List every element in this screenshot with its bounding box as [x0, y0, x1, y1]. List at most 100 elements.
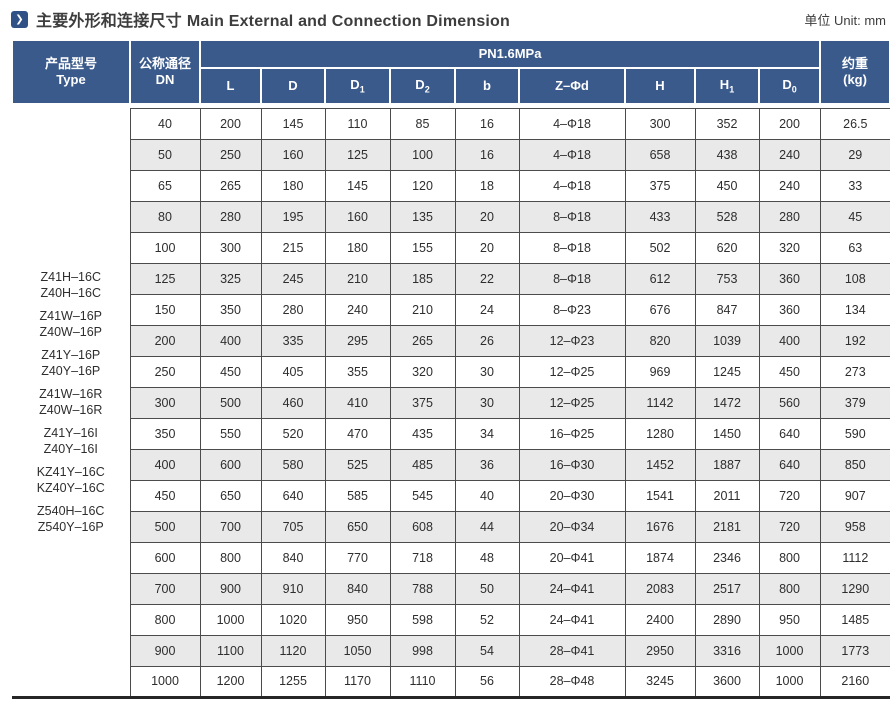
value-cell: 612 — [624, 262, 696, 295]
table-row: 250 450 405 355 320 30 12–Φ25 969 1245 450 273 — [12, 355, 891, 388]
dn-cell: 700 — [129, 572, 201, 605]
value-cell: 718 — [389, 541, 456, 574]
value-cell: 590 — [819, 417, 891, 450]
type-model-group: Z41W–16P Z40W–16P — [12, 308, 130, 340]
type-model: Z41H–16C — [40, 269, 101, 284]
value-cell: 820 — [624, 324, 696, 357]
value-cell: 1452 — [624, 448, 696, 481]
type-model-group: Z41W–16R Z40W–16R — [12, 386, 130, 418]
value-cell: 2181 — [694, 510, 760, 543]
value-cell: 1485 — [819, 603, 891, 636]
value-cell: 8–Φ18 — [518, 231, 626, 264]
dn-cell: 40 — [129, 107, 201, 140]
table-row: Z41H–16C Z40H–16C Z41W–16P Z40W–16P Z41Y–16P… — [12, 107, 891, 697]
dn-cell: 80 — [129, 200, 201, 233]
value-cell: 650 — [199, 479, 262, 512]
value-cell: 265 — [199, 169, 262, 202]
col-header-weight-en: (kg) — [843, 72, 867, 87]
value-cell: 360 — [758, 293, 821, 326]
value-cell: 50 — [454, 572, 520, 605]
dn-cell: 125 — [129, 262, 201, 295]
value-cell: 8–Φ23 — [518, 293, 626, 326]
header-spacer-cell — [12, 104, 891, 108]
value-cell: 608 — [389, 510, 456, 543]
value-cell: 502 — [624, 231, 696, 264]
type-model: Z40Y–16P — [41, 363, 101, 378]
page-title-zh: 主要外形和连接尺寸 — [36, 13, 182, 30]
type-model: Z40H–16C — [40, 285, 101, 300]
value-cell: 1280 — [624, 417, 696, 450]
header-row-2: L D D1 D2 b Z–Φd H H1 D0 — [12, 67, 890, 105]
type-models-cell: Z41H–16C Z40H–16C Z41W–16P Z40W–16P Z41Y–16P… — [12, 108, 130, 697]
value-cell: 1039 — [694, 324, 760, 357]
dn-cell: 1000 — [129, 665, 201, 698]
value-cell: 528 — [694, 200, 760, 233]
value-cell: 16 — [454, 107, 520, 140]
value-cell: 400 — [758, 324, 821, 357]
type-model: Z40W–16R — [39, 402, 103, 417]
value-cell: 958 — [819, 510, 891, 543]
type-model: Z41Y–16P — [41, 347, 101, 362]
value-cell: 676 — [624, 293, 696, 326]
value-cell: 850 — [819, 448, 891, 481]
value-cell: 48 — [454, 541, 520, 574]
value-cell: 280 — [199, 200, 262, 233]
value-cell: 640 — [758, 448, 821, 481]
unit-label: 单位 Unit: mm — [804, 12, 886, 28]
value-cell: 2011 — [694, 479, 760, 512]
value-cell: 1290 — [819, 572, 891, 605]
col-header-b: b — [454, 67, 520, 105]
value-cell: 16 — [454, 138, 520, 171]
value-cell: 250 — [199, 138, 262, 171]
dn-cell: 500 — [129, 510, 201, 543]
value-cell: 2950 — [624, 634, 696, 667]
page-title-en: Main External and Connection Dimension — [186, 13, 511, 30]
value-cell: 950 — [758, 603, 821, 636]
value-cell: 1874 — [624, 541, 696, 574]
value-cell: 375 — [389, 386, 456, 419]
value-cell: 1255 — [260, 665, 326, 698]
value-cell: 320 — [758, 231, 821, 264]
col-header-l: L — [199, 67, 262, 105]
value-cell: 720 — [758, 510, 821, 543]
value-cell: 320 — [389, 355, 456, 388]
value-cell: 560 — [758, 386, 821, 419]
value-cell: 30 — [454, 386, 520, 419]
col-header-type-en: Type — [56, 72, 86, 87]
value-cell: 4–Φ18 — [518, 169, 626, 202]
value-cell: 840 — [324, 572, 391, 605]
value-cell: 20–Φ30 — [518, 479, 626, 512]
value-cell: 520 — [260, 417, 326, 450]
dn-cell: 50 — [129, 138, 201, 171]
dn-cell: 350 — [129, 417, 201, 450]
dn-cell: 900 — [129, 634, 201, 667]
value-cell: 215 — [260, 231, 326, 264]
value-cell: 20–Φ41 — [518, 541, 626, 574]
value-cell: 1100 — [199, 634, 262, 667]
col-header-d: D — [260, 67, 326, 105]
table-row: 100 300 215 180 155 20 8–Φ18 502 620 320 63 — [12, 231, 891, 264]
col-header-z-phi-d: Z–Φd — [518, 67, 626, 105]
table-row: 50 250 160 125 100 16 4–Φ18 658 438 240 29 — [12, 138, 891, 171]
value-cell: 36 — [454, 448, 520, 481]
table-row: 500 700 705 650 608 44 20–Φ34 1676 2181 720 958 — [12, 510, 891, 543]
value-cell: 2160 — [819, 665, 891, 698]
value-cell: 265 — [389, 324, 456, 357]
value-cell: 24 — [454, 293, 520, 326]
value-cell: 600 — [199, 448, 262, 481]
table-row: 65 265 180 145 120 18 4–Φ18 375 450 240 33 — [12, 169, 891, 202]
value-cell: 375 — [624, 169, 696, 202]
col-header-dn-zh: 公称通径 — [138, 55, 191, 71]
value-cell: 753 — [694, 262, 760, 295]
value-cell: 200 — [758, 107, 821, 140]
value-cell: 22 — [454, 262, 520, 295]
value-cell: 950 — [324, 603, 391, 636]
col-header-type: 产品型号 Type — [11, 39, 131, 105]
col-header-weight-zh: 约重 — [842, 55, 869, 71]
value-cell: 400 — [199, 324, 262, 357]
value-cell: 160 — [324, 200, 391, 233]
value-cell: 125 — [324, 138, 391, 171]
value-cell: 800 — [758, 541, 821, 574]
col-header-weight: 约重 (kg) — [819, 39, 892, 105]
